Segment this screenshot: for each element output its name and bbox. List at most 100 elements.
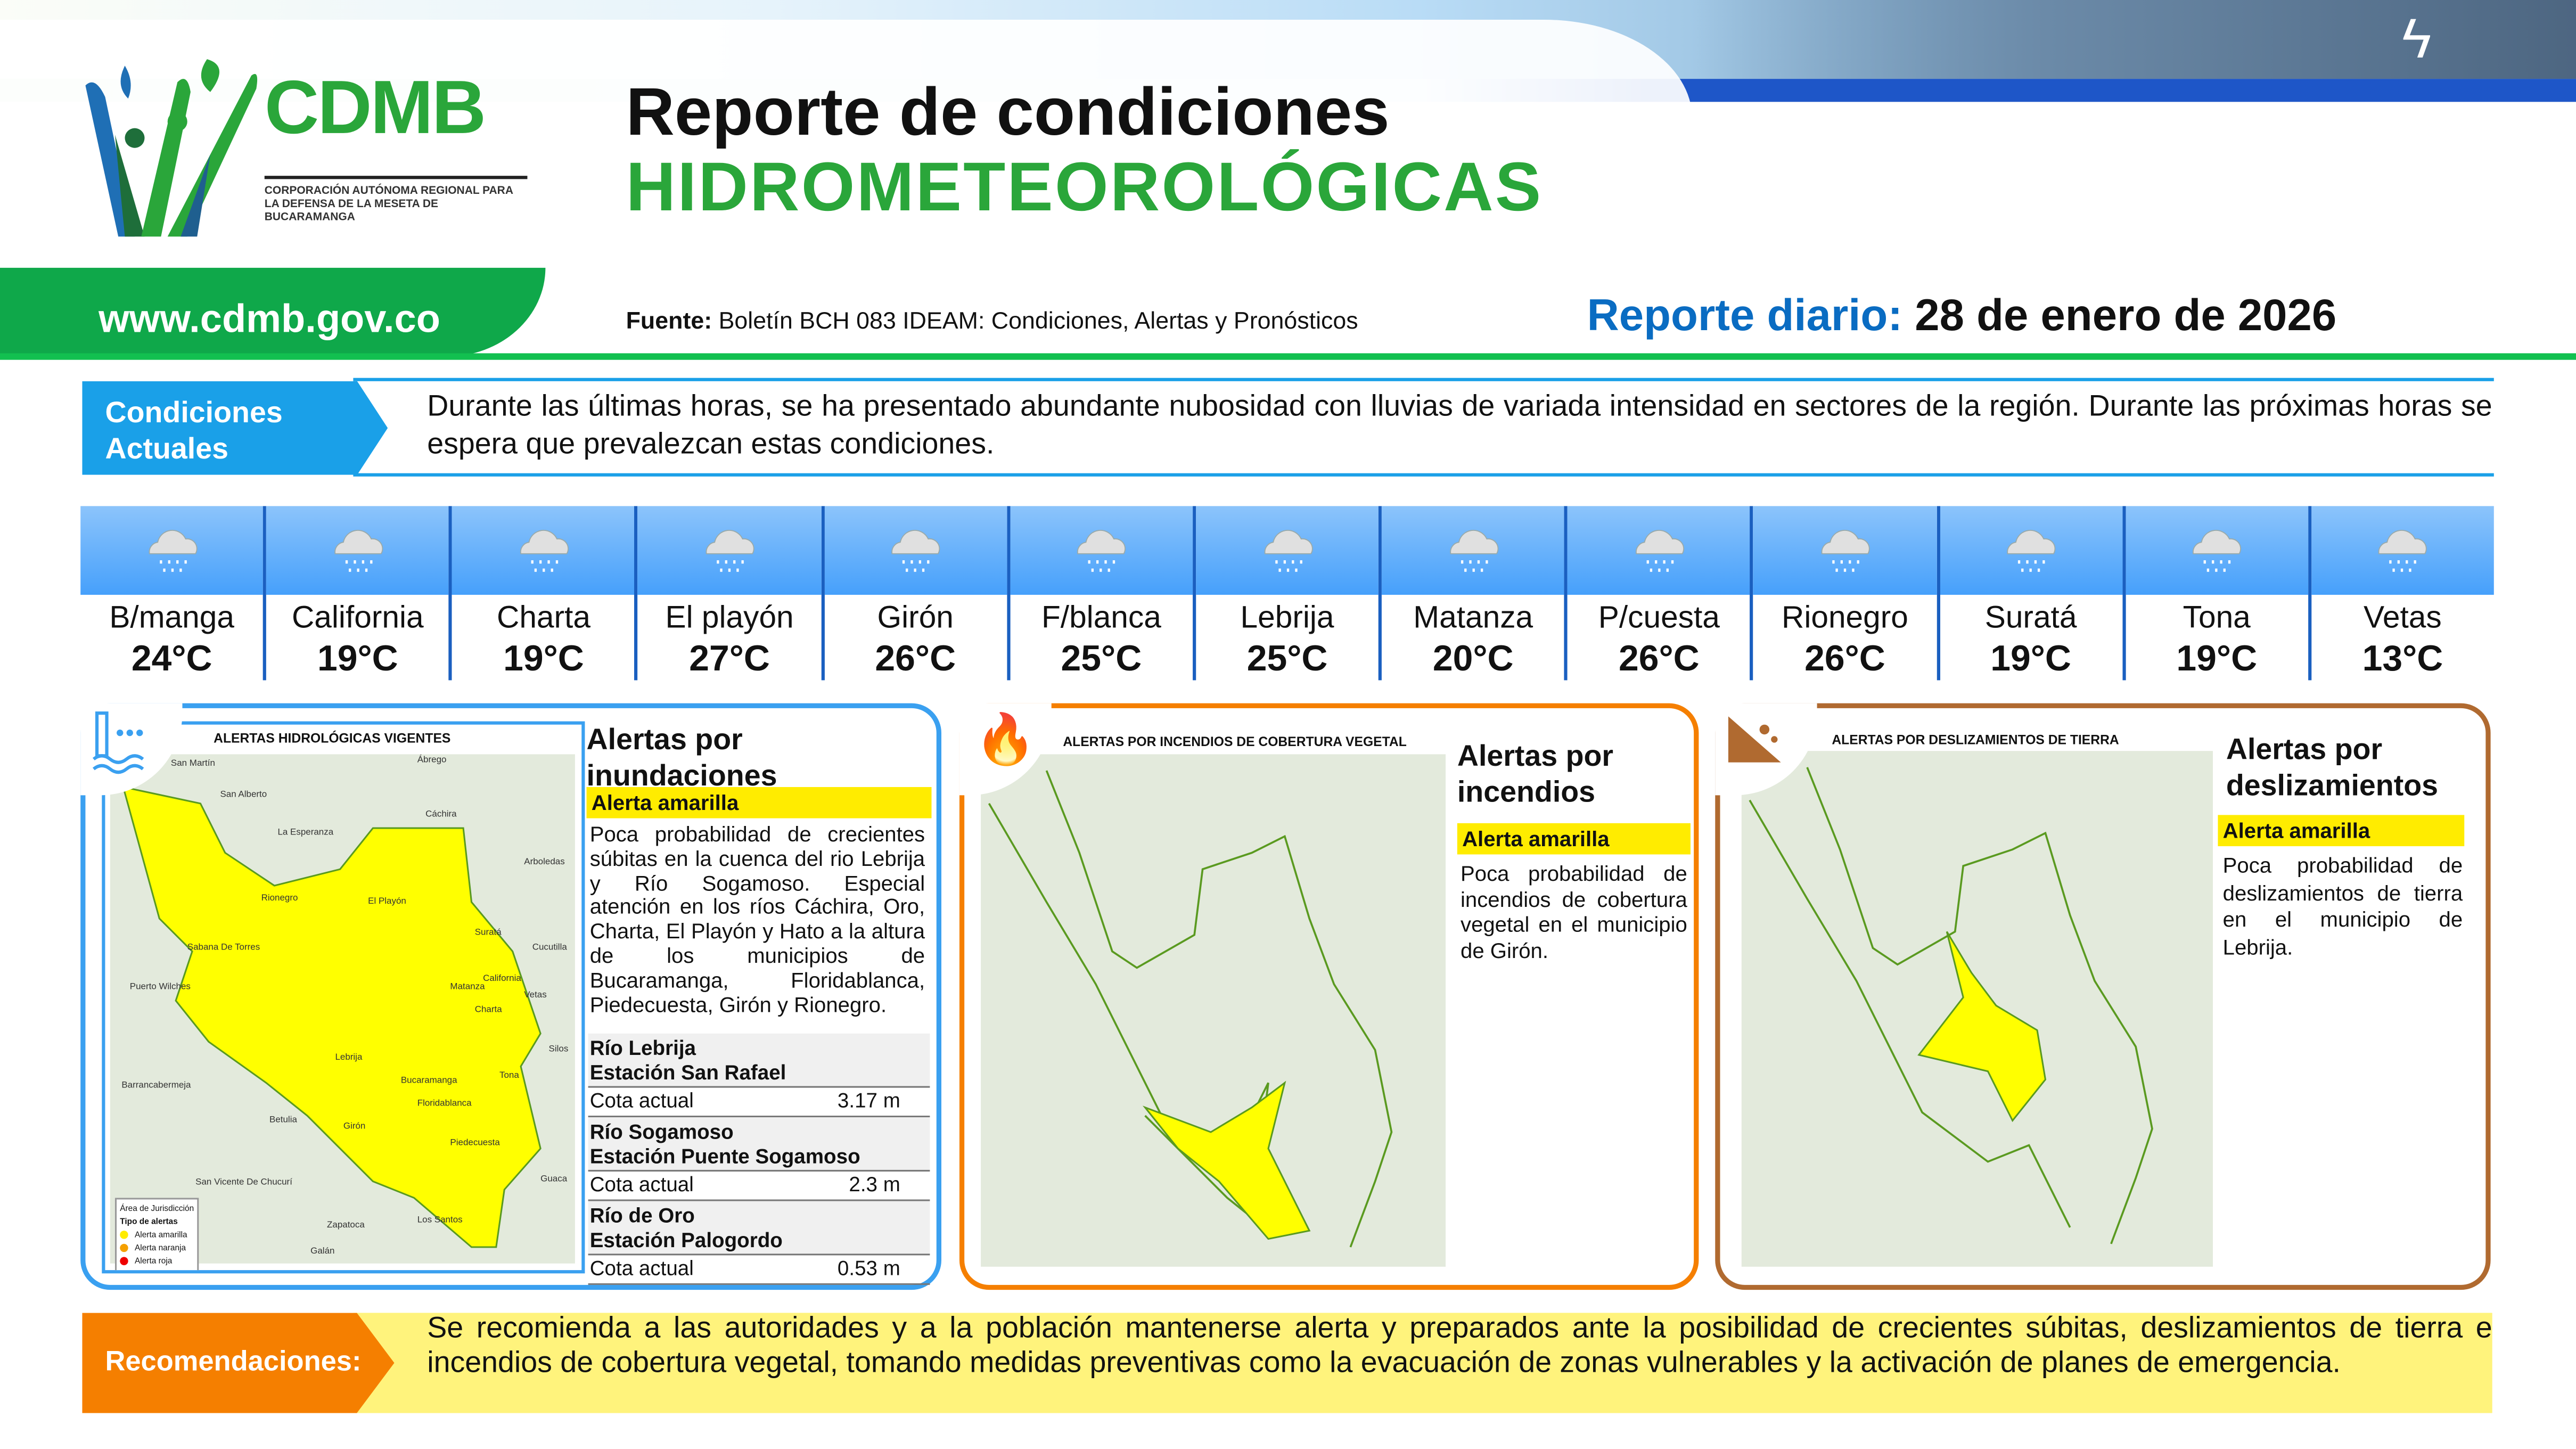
flood-alert-level: Alerta amarilla xyxy=(586,787,932,818)
station-name: Río de Oro Estación Palogordo xyxy=(588,1201,930,1256)
map-place-label: Tona xyxy=(499,1071,519,1081)
landslide-title: Alertas por deslizamientos xyxy=(2226,733,2439,802)
weather-city: El playón 27°C xyxy=(638,506,824,681)
flood-description: Poca probabilidad de crecientes súbitas … xyxy=(589,821,925,1017)
divider xyxy=(353,378,2494,381)
map-place-label: Los Santos xyxy=(417,1216,463,1226)
map-place-label: Lebrija xyxy=(335,1052,363,1062)
weather-city: California 19°C xyxy=(266,506,453,681)
map-place-label: Silos xyxy=(548,1044,569,1055)
city-temperature: 25°C xyxy=(1246,637,1328,679)
rain-cloud-icon xyxy=(148,529,197,572)
weather-sky xyxy=(1382,506,1565,595)
city-temperature: 27°C xyxy=(689,637,770,679)
map-place-label: Piedecuesta xyxy=(450,1138,500,1148)
weather-city: Girón 26°C xyxy=(824,506,1010,681)
weather-sky xyxy=(1010,506,1193,595)
map-place-label: Cucutilla xyxy=(532,943,567,953)
fire-alerts-panel: ALERTAS POR INCENDIOS DE COBERTURA VEGET… xyxy=(959,703,1699,1290)
city-temperature: 26°C xyxy=(1618,637,1700,679)
city-name: Lebrija xyxy=(1240,601,1334,636)
recommendations-text: Se recomienda a las autoridades y a la p… xyxy=(427,1311,2492,1379)
divider xyxy=(0,353,2576,360)
station-name: Río Sogamoso Estación Puente Sogamoso xyxy=(588,1117,930,1172)
city-name: Matanza xyxy=(1413,601,1533,636)
station-list: Río Lebrija Estación San Rafael Cota actu… xyxy=(588,1033,930,1285)
flood-map-image xyxy=(110,754,575,1264)
rain-cloud-icon xyxy=(2378,529,2428,572)
station-item: Río de Oro Estación Palogordo Cota actual… xyxy=(588,1201,930,1285)
city-temperature: 26°C xyxy=(1804,637,1885,679)
map-place-label: Barrancabermeja xyxy=(121,1080,191,1091)
recommendations-background xyxy=(353,1313,2492,1413)
conditions-label: Condiciones Actuales xyxy=(105,396,283,465)
weather-sky xyxy=(2311,506,2494,595)
map-place-label: Guaca xyxy=(540,1174,568,1184)
weather-sky xyxy=(452,506,635,595)
station-name: Río Lebrija Estación San Rafael xyxy=(588,1033,930,1088)
recommendations-label-box xyxy=(82,1313,395,1413)
report-date-value: 28 de enero de 2026 xyxy=(1915,291,2337,340)
rain-cloud-icon xyxy=(2007,529,2056,572)
landslide-alert-level: Alerta amarilla xyxy=(2218,815,2465,847)
logo-subtitle: CORPORACIÓN AUTÓNOMA REGIONAL PARA LA DE… xyxy=(264,176,528,225)
weather-sky xyxy=(1753,506,1937,595)
website-link[interactable]: www.cdmb.gov.co xyxy=(99,297,441,342)
map-place-label: Cáchira xyxy=(425,810,457,821)
weather-city: Matanza 20°C xyxy=(1382,506,1568,681)
map-title: ALERTAS POR DESLIZAMIENTOS DE TIERRA xyxy=(1832,733,2119,748)
city-temperature: 19°C xyxy=(2176,637,2258,679)
weather-sky xyxy=(638,506,821,595)
recommendations-label: Recomendaciones: xyxy=(105,1346,362,1377)
storm-image xyxy=(1692,0,2576,79)
city-temperature: 20°C xyxy=(1432,637,1514,679)
city-name: Suratá xyxy=(1984,601,2077,636)
logo-text: CDMB xyxy=(264,64,486,150)
rain-cloud-icon xyxy=(1635,529,1684,572)
header-curve xyxy=(0,20,1693,119)
map-place-label: Girón xyxy=(343,1123,366,1133)
weather-city: Vetas 13°C xyxy=(2311,506,2494,680)
city-name: El playón xyxy=(665,601,794,636)
station-level: Cota actual 3.17 m xyxy=(588,1088,930,1118)
divider xyxy=(353,473,2494,477)
fire-map: ALERTAS POR INCENDIOS DE COBERTURA VEGET… xyxy=(981,721,1446,1267)
rain-cloud-icon xyxy=(1821,529,1870,572)
weather-sky xyxy=(1196,506,1379,595)
source-text: Fuente: Boletín BCH 083 IDEAM: Condicion… xyxy=(626,309,1358,335)
weather-sky xyxy=(1568,506,1751,595)
map-place-label: San Alberto xyxy=(220,790,267,800)
city-name: P/cuesta xyxy=(1598,601,1720,636)
map-title: ALERTAS POR INCENDIOS DE COBERTURA VEGET… xyxy=(1063,734,1407,749)
weather-city: Charta 19°C xyxy=(452,506,638,681)
map-place-label: Zapatoca xyxy=(327,1221,365,1231)
city-temperature: 19°C xyxy=(1990,637,2071,679)
map-place-label: Suratá xyxy=(474,927,502,938)
rain-cloud-icon xyxy=(520,529,569,572)
rain-cloud-icon xyxy=(2193,529,2242,572)
legend-yellow: Alerta amarilla xyxy=(120,1229,194,1242)
weather-sky xyxy=(80,506,264,595)
flood-alerts-panel: ALERTAS HIDROLÓGICAS VIGENTES Área de Ju… xyxy=(80,703,941,1290)
map-place-label: Ábrego xyxy=(417,756,447,766)
map-place-label: Matanza xyxy=(450,982,485,992)
map-place-label: Galán xyxy=(310,1247,335,1258)
legend-red: Alerta roja xyxy=(120,1255,194,1268)
rain-cloud-icon xyxy=(1077,529,1127,572)
landslide-description: Poca probabilidad de deslizamientos de t… xyxy=(2222,853,2463,959)
map-place-label: Charta xyxy=(474,1005,502,1016)
fire-map-image xyxy=(981,754,1446,1267)
map-place-label: El Playón xyxy=(368,896,406,906)
conditions-label-box xyxy=(82,381,388,475)
city-name: Girón xyxy=(877,601,954,636)
flood-title: Alertas por inundaciones xyxy=(586,723,777,792)
legend-title: Tipo de alertas xyxy=(120,1217,178,1227)
map-place-label: Sabana De Torres xyxy=(187,943,260,953)
weather-city: Rionegro 26°C xyxy=(1753,506,1940,681)
weather-sky xyxy=(266,506,449,595)
report-date: Reporte diario: 28 de enero de 2026 xyxy=(1587,291,2337,342)
legend-orange: Alerta naranja xyxy=(120,1242,194,1256)
city-name: Rionegro xyxy=(1781,601,1908,636)
rain-cloud-icon xyxy=(334,529,383,572)
station-item: Río Lebrija Estación San Rafael Cota actu… xyxy=(588,1033,930,1118)
